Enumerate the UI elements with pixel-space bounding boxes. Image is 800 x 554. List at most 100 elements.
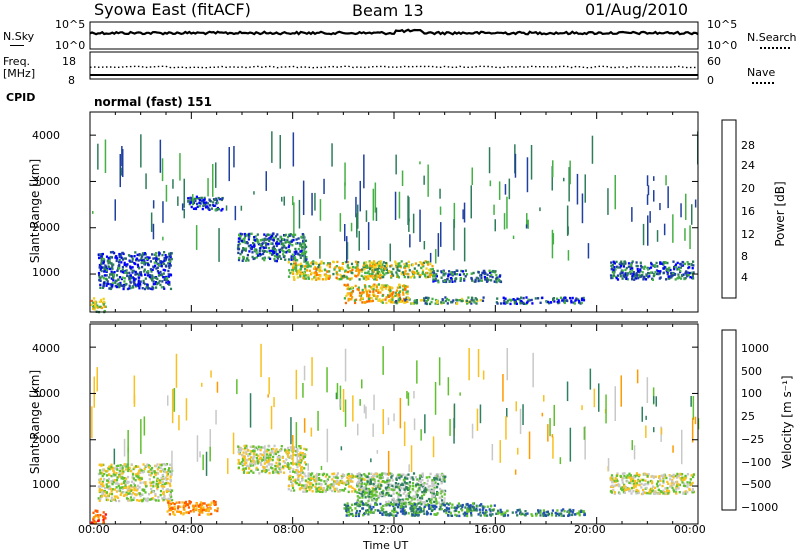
power-cell [417, 264, 420, 267]
velocity-cell [240, 447, 243, 451]
power-cell [112, 273, 115, 277]
velocity-cell [156, 486, 159, 490]
power-cell [240, 239, 244, 243]
velocity-cell [647, 473, 650, 476]
velocity-streak [522, 404, 524, 425]
power-cell [116, 283, 119, 286]
power-cell [479, 299, 482, 302]
power-cell [658, 270, 661, 273]
power-cell [377, 291, 380, 294]
power-cell [305, 269, 309, 272]
velocity-cell [168, 494, 171, 497]
velocity-cell [438, 508, 441, 511]
velocity-cell [348, 485, 351, 488]
power-cell [124, 257, 127, 260]
nave-label: Nave [747, 66, 776, 79]
power-cell [287, 258, 291, 261]
velocity-cell [255, 456, 258, 460]
power-cell [503, 299, 506, 302]
power-cell [682, 261, 685, 264]
power-cell [216, 201, 219, 204]
velocity-cell [382, 480, 385, 483]
velocity-cell [246, 458, 249, 462]
velocity-cell [329, 488, 332, 491]
velocity-cell [305, 448, 308, 451]
power-cell [624, 273, 627, 276]
power-cell [347, 285, 350, 289]
power-cell [129, 266, 132, 270]
velocity-cell [466, 502, 469, 506]
velocity-cell [382, 489, 385, 493]
power-streak [104, 139, 107, 173]
power-cell [392, 301, 395, 304]
velocity-cell [243, 444, 246, 448]
velocity-streak [517, 447, 519, 455]
vel-cbar-tick-25: 25 [741, 410, 755, 423]
power-cell [418, 274, 421, 277]
velocity-cell [278, 470, 281, 473]
velocity-cell [370, 496, 373, 499]
power-streak [566, 205, 569, 236]
power-cell [200, 196, 203, 200]
power-cell [168, 252, 171, 256]
velocity-cell [519, 512, 522, 515]
velocity-streak [584, 426, 586, 460]
velocity-cell [420, 510, 423, 513]
velocity-cell [454, 509, 457, 512]
velocity-cell [159, 466, 162, 470]
power-cell [315, 273, 318, 277]
velocity-cell [368, 507, 371, 510]
velocity-cell [132, 477, 135, 480]
velocity-cell [366, 501, 369, 504]
velocity-streak [691, 417, 694, 443]
velocity-cell [422, 483, 425, 486]
power-cell [480, 274, 483, 277]
velocity-cell [658, 483, 661, 486]
power-cell [687, 262, 691, 266]
nsky-legend-line [10, 45, 24, 46]
velocity-cell [623, 491, 626, 494]
velocity-cell [372, 511, 375, 514]
power-cell [122, 287, 125, 291]
velocity-cell [113, 488, 117, 491]
power-cell [616, 274, 620, 277]
power-cell [398, 262, 401, 265]
velocity-cell [629, 477, 632, 481]
velocity-cell [157, 485, 160, 488]
velocity-cell [252, 458, 255, 461]
power-cell [509, 299, 512, 302]
power-cell [418, 275, 421, 279]
power-cell [108, 259, 111, 262]
velocity-cell [296, 473, 299, 476]
velocity-ytick-1000: 1000 [32, 478, 60, 491]
velocity-cell [488, 508, 491, 511]
velocity-cell [161, 473, 164, 477]
power-cell [270, 234, 273, 238]
power-cell [475, 302, 478, 305]
velocity-cell [307, 474, 310, 477]
velocity-cell [429, 512, 432, 516]
power-cell [563, 299, 566, 303]
velocity-cell [407, 473, 410, 476]
velocity-cell [389, 502, 392, 506]
velocity-cell [475, 509, 478, 512]
power-cell [165, 281, 168, 284]
velocity-cell [386, 477, 389, 480]
velocity-cell [297, 453, 300, 456]
velocity-cell [447, 507, 450, 510]
velocity-cell [399, 506, 402, 509]
velocity-cell [398, 475, 401, 478]
velocity-streak [127, 430, 129, 453]
power-cell [410, 276, 413, 279]
velocity-cell [102, 511, 105, 514]
power-streak [395, 154, 397, 175]
power-cell [208, 199, 211, 202]
velocity-cell [113, 495, 116, 498]
power-cell [291, 253, 294, 256]
power-cell [114, 284, 117, 288]
velocity-cell [366, 475, 369, 478]
velocity-cell [330, 483, 333, 486]
power-streak [567, 226, 569, 235]
velocity-cell [570, 513, 574, 517]
velocity-cell [436, 486, 439, 489]
